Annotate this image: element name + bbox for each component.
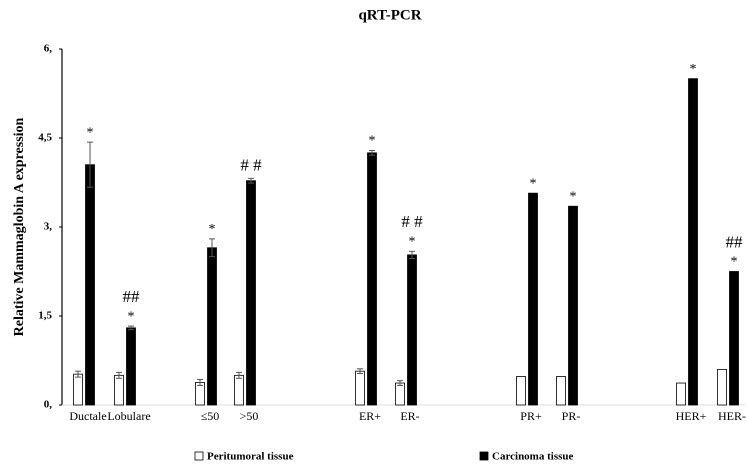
bar	[568, 205, 578, 406]
bar	[246, 180, 256, 406]
annotation: # #	[401, 212, 423, 231]
y-tick-label: 3,	[44, 221, 53, 233]
legend-swatch	[194, 451, 204, 461]
y-tick-label: 6,	[44, 43, 53, 55]
bar	[676, 382, 686, 406]
bar	[717, 368, 727, 406]
error-bar	[397, 380, 403, 386]
bar	[556, 376, 566, 406]
annotation: *	[530, 176, 537, 191]
error-bar	[128, 325, 134, 331]
y-tick-label: 1,5	[38, 310, 52, 322]
bar	[516, 376, 526, 406]
bar	[114, 374, 124, 406]
bar	[234, 374, 244, 406]
bar	[73, 373, 83, 406]
y-tick-label: 0,	[44, 399, 53, 411]
error-bar	[197, 378, 203, 386]
bar	[355, 370, 365, 406]
legend-swatch	[479, 451, 489, 461]
annotation: *	[409, 235, 416, 250]
annotation: *	[369, 134, 376, 149]
bar	[207, 247, 217, 406]
bar	[528, 192, 538, 406]
bar	[688, 78, 698, 406]
annotation: *	[209, 222, 216, 237]
error-bar	[248, 177, 254, 184]
y-tick-label: 4,5	[38, 132, 52, 144]
x-tick-label: PR-	[562, 409, 581, 423]
bar	[85, 164, 95, 406]
error-bar	[116, 371, 122, 379]
annotation: *	[731, 255, 738, 270]
annotation: *	[570, 189, 577, 204]
x-tick-label: PR+	[520, 409, 542, 423]
annotation: ##	[726, 232, 744, 251]
x-tick-label: HER+	[676, 409, 707, 423]
error-bar	[409, 250, 415, 259]
x-tick-label: Ductale	[69, 409, 106, 423]
annotation: *	[690, 62, 697, 77]
annotation: *	[128, 309, 135, 324]
x-tick-label: ER+	[359, 409, 381, 423]
annotation: *	[87, 125, 94, 140]
error-bar	[357, 368, 363, 375]
legend-label: Peritumoral tissue	[207, 451, 294, 463]
annotation: # #	[240, 155, 262, 174]
error-bar	[236, 371, 242, 379]
error-bar	[75, 370, 81, 378]
x-tick-label: >50	[240, 409, 259, 423]
y-axis-label: Relative Mammaglobin A expression	[12, 117, 27, 336]
error-bar	[87, 141, 93, 188]
error-bar	[369, 149, 375, 156]
bar	[729, 271, 739, 406]
bar	[407, 254, 417, 406]
x-tick-label: Lobulare	[107, 409, 150, 423]
x-tick-label: HER-	[718, 409, 746, 423]
chart-title: qRT-PCR	[358, 7, 421, 23]
x-tick-label: ER-	[400, 409, 419, 423]
error-bar	[209, 238, 215, 258]
x-tick-label: ≤50	[201, 409, 220, 423]
bar	[367, 152, 377, 406]
bar	[126, 327, 136, 406]
annotation: ##	[123, 287, 141, 306]
bar	[395, 382, 405, 406]
legend-label: Carcinoma tissue	[492, 451, 573, 463]
